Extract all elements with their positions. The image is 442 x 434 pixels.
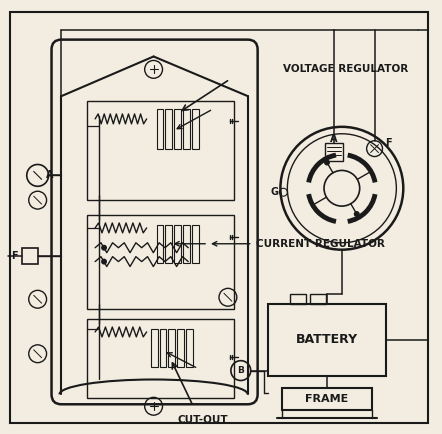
Bar: [175, 225, 181, 263]
Circle shape: [354, 211, 360, 217]
Bar: [177, 329, 184, 367]
Text: FRAME: FRAME: [305, 395, 349, 404]
Bar: [192, 225, 199, 263]
Text: F: F: [385, 138, 392, 148]
Bar: [22, 248, 38, 263]
Bar: [290, 294, 306, 304]
Text: A: A: [46, 171, 53, 181]
Bar: [192, 109, 199, 148]
Bar: [165, 109, 172, 148]
Circle shape: [101, 245, 107, 251]
Text: BATTERY: BATTERY: [296, 333, 358, 346]
Bar: [183, 225, 190, 263]
Bar: [267, 304, 386, 375]
Text: CURRENT REGULATOR: CURRENT REGULATOR: [255, 239, 385, 249]
Bar: [168, 329, 175, 367]
Bar: [175, 109, 181, 148]
Bar: [186, 329, 193, 367]
Bar: [156, 225, 164, 263]
Bar: [310, 294, 326, 304]
Bar: [282, 388, 372, 410]
Text: B: B: [237, 366, 244, 375]
Bar: [87, 319, 234, 398]
Bar: [183, 109, 190, 148]
Circle shape: [101, 259, 107, 265]
Text: F: F: [11, 251, 18, 261]
Text: VOLTAGE REGULATOR: VOLTAGE REGULATOR: [283, 64, 409, 74]
Bar: [160, 329, 167, 367]
Bar: [156, 109, 164, 148]
Circle shape: [324, 160, 330, 165]
Text: G: G: [271, 187, 278, 197]
Text: CUT-OUT: CUT-OUT: [178, 415, 229, 425]
Bar: [151, 329, 157, 367]
Bar: [87, 101, 234, 200]
Bar: [87, 215, 234, 309]
Bar: [165, 225, 172, 263]
Text: A: A: [330, 134, 338, 144]
Bar: [325, 143, 343, 161]
